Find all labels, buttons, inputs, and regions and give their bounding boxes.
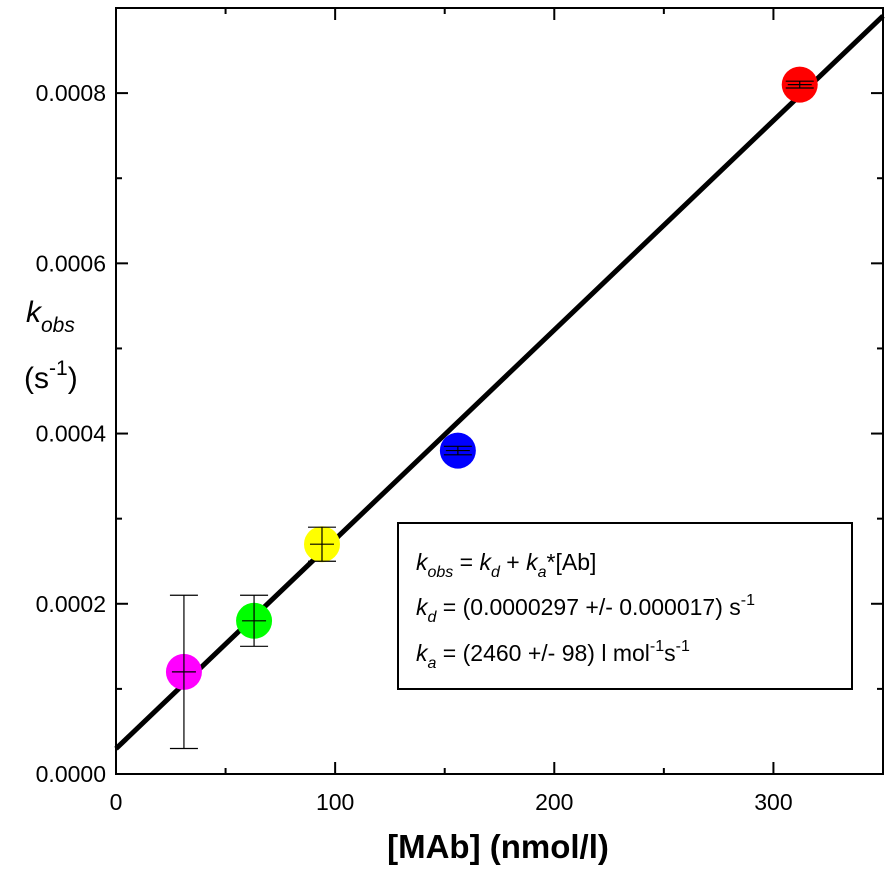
x-tick-label: 200 [535, 789, 573, 815]
svg-text:(s-1): (s-1) [24, 357, 78, 395]
y-axis-label-k: k [26, 296, 43, 329]
data-points [165, 66, 818, 750]
data-point [165, 594, 202, 750]
axes: 0 100 200 300 0.0000 0.0002 0.0004 0.0006 0.0008 [36, 7, 884, 815]
y-tick-label: 0.0000 [36, 761, 106, 787]
data-point [781, 66, 818, 103]
plot-frame [115, 7, 884, 775]
svg-text:kobs: kobs [26, 296, 75, 337]
y-axis-label: kobs (s-1) [24, 296, 78, 395]
data-point [236, 594, 273, 647]
fit-annotation-box: kobs = kd + ka*[Ab] kd = (0.0000297 +/- … [397, 522, 853, 690]
y-axis-unit-prefix: (s [24, 362, 49, 395]
x-tick-label: 300 [754, 789, 792, 815]
data-point [303, 526, 340, 563]
y-tick-label: 0.0004 [36, 421, 107, 447]
y-axis-unit-sup: -1 [49, 357, 68, 380]
x-tick-label: 100 [316, 789, 354, 815]
data-point [439, 432, 476, 469]
y-tick-label: 0.0002 [36, 591, 106, 617]
annotation-line-2: kd = (0.0000297 +/- 0.000017) s-1 [416, 592, 755, 626]
annotation-line-3: ka = (2460 +/- 98) l mol-1s-1 [416, 638, 690, 672]
y-axis-unit-suffix: ) [68, 362, 78, 395]
y-axis-label-sub: obs [41, 314, 75, 337]
y-tick-label: 0.0006 [36, 250, 106, 276]
x-axis-label: [MAb] (nmol/l) [387, 828, 609, 865]
annotation-line-1: kobs = kd + ka*[Ab] [416, 549, 596, 581]
y-tick-label: 0.0008 [36, 80, 106, 106]
x-tick-label: 0 [110, 789, 123, 815]
